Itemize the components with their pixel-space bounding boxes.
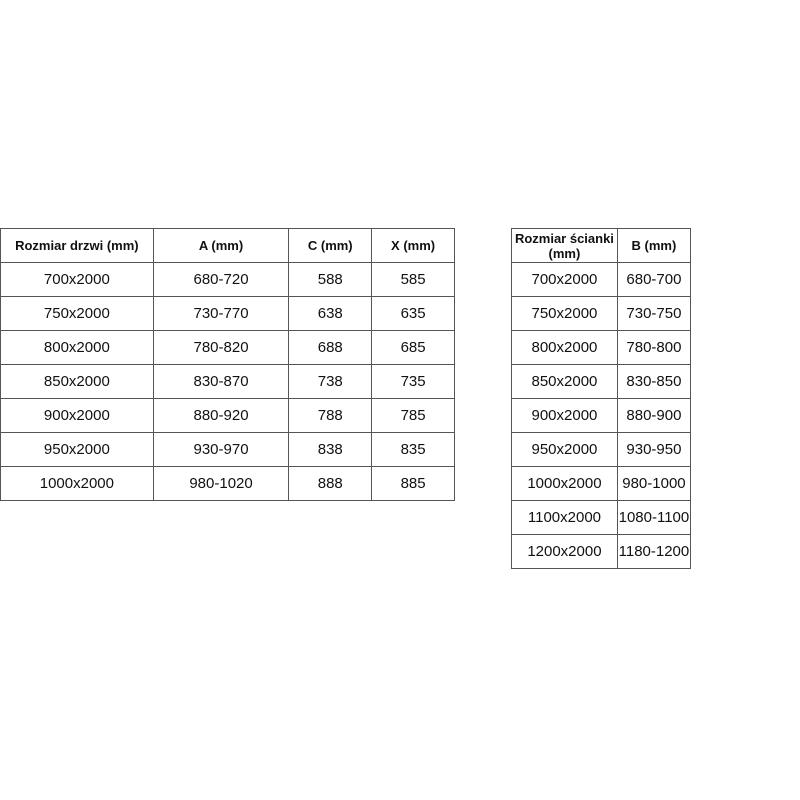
table-cell: 900x2000 [511, 398, 618, 433]
table-row: 850x2000 830-850 [511, 364, 692, 399]
table-row: 900x2000 880-900 [511, 398, 692, 433]
table-cell: 785 [371, 398, 455, 433]
table-cell: 1200x2000 [511, 534, 618, 569]
table-cell: 588 [288, 262, 373, 297]
table-row: 1200x2000 1180-1200 [511, 534, 692, 569]
table-cell: 930-970 [152, 432, 290, 467]
table-cell: 730-770 [152, 296, 290, 331]
table-row: 950x2000 930-970 838 835 [0, 432, 455, 467]
door-size-table: Rozmiar drzwi (mm) A (mm) C (mm) X (mm) 700… [0, 228, 455, 501]
table-cell: 880-900 [616, 398, 692, 433]
table-cell: 900x2000 [0, 398, 154, 433]
table-cell: 800x2000 [511, 330, 618, 365]
table-cell: 838 [288, 432, 373, 467]
table-cell: 1000x2000 [511, 466, 618, 501]
table-cell: 980-1020 [152, 466, 290, 501]
table-row: 800x2000 780-820 688 685 [0, 330, 455, 365]
table-header-row: Rozmiar ścianki (mm) B (mm) [511, 228, 692, 263]
table-cell: 585 [371, 262, 455, 297]
table-cell: 680-720 [152, 262, 290, 297]
table-row: 700x2000 680-700 [511, 262, 692, 297]
table-cell: 700x2000 [511, 262, 618, 297]
table-cell: 685 [371, 330, 455, 365]
table-row: 1000x2000 980-1000 [511, 466, 692, 501]
table-cell: 830-850 [616, 364, 692, 399]
table-row: 1000x2000 980-1020 888 885 [0, 466, 455, 501]
table-cell: 885 [371, 466, 455, 501]
table-cell: 800x2000 [0, 330, 154, 365]
table-cell: 1000x2000 [0, 466, 154, 501]
table-cell: 1180-1200 [616, 534, 692, 569]
table-cell: 950x2000 [0, 432, 154, 467]
table-cell: 750x2000 [511, 296, 618, 331]
table-cell: 780-820 [152, 330, 290, 365]
table-cell: 680-700 [616, 262, 692, 297]
column-header: A (mm) [152, 228, 290, 263]
table-cell: 950x2000 [511, 432, 618, 467]
table-cell: 930-950 [616, 432, 692, 467]
table-cell: 880-920 [152, 398, 290, 433]
table-cell: 788 [288, 398, 373, 433]
column-header: B (mm) [616, 228, 692, 263]
table-cell: 980-1000 [616, 466, 692, 501]
table-row: 750x2000 730-770 638 635 [0, 296, 455, 331]
table-cell: 888 [288, 466, 373, 501]
table-cell: 635 [371, 296, 455, 331]
table-cell: 688 [288, 330, 373, 365]
table-row: 950x2000 930-950 [511, 432, 692, 467]
table-row: 1100x2000 1080-1100 [511, 500, 692, 535]
table-cell: 850x2000 [511, 364, 618, 399]
table-row: 700x2000 680-720 588 585 [0, 262, 455, 297]
table-cell: 1100x2000 [511, 500, 618, 535]
table-cell: 835 [371, 432, 455, 467]
table-cell: 730-750 [616, 296, 692, 331]
table-cell: 700x2000 [0, 262, 154, 297]
table-row: 850x2000 830-870 738 735 [0, 364, 455, 399]
table-row: 800x2000 780-800 [511, 330, 692, 365]
table-header-row: Rozmiar drzwi (mm) A (mm) C (mm) X (mm) [0, 228, 455, 263]
column-header: Rozmiar ścianki (mm) [511, 228, 618, 263]
table-cell: 1080-1100 [616, 500, 692, 535]
table-cell: 830-870 [152, 364, 290, 399]
table-cell: 735 [371, 364, 455, 399]
table-cell: 850x2000 [0, 364, 154, 399]
column-header: C (mm) [288, 228, 373, 263]
table-cell: 750x2000 [0, 296, 154, 331]
table-cell: 738 [288, 364, 373, 399]
column-header: Rozmiar drzwi (mm) [0, 228, 154, 263]
column-header: X (mm) [371, 228, 455, 263]
table-cell: 638 [288, 296, 373, 331]
table-row: 900x2000 880-920 788 785 [0, 398, 455, 433]
table-row: 750x2000 730-750 [511, 296, 692, 331]
table-cell: 780-800 [616, 330, 692, 365]
wall-size-table: Rozmiar ścianki (mm) B (mm) 700x2000 680-7… [511, 228, 692, 569]
